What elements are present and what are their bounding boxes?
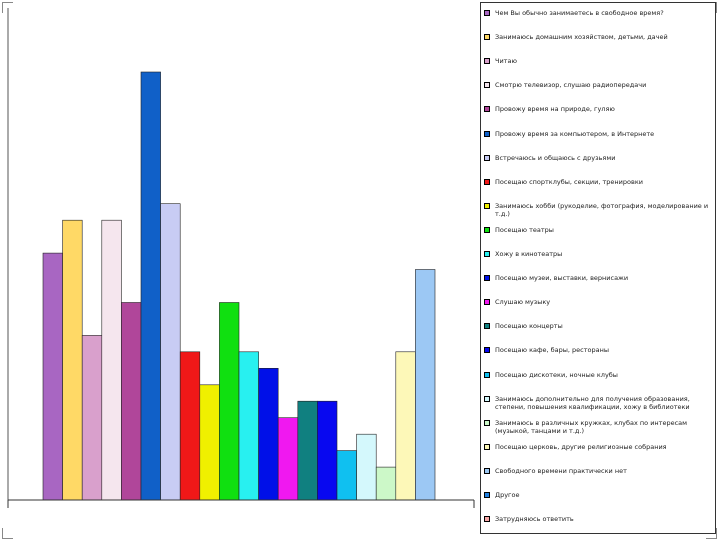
chart-legend: Чем Вы обычно занимаетесь в свободное вр… (480, 2, 716, 534)
legend-swatch (484, 299, 490, 306)
legend-swatch (484, 34, 490, 41)
legend-swatch (484, 154, 490, 161)
legend-label: Занимаюсь в различных кружках, клубах по… (495, 418, 688, 435)
legend-label: Читаю (495, 57, 517, 66)
legend-label: Слушаю музыку (495, 298, 551, 307)
legend-swatch (484, 275, 490, 282)
legend-swatch (484, 443, 490, 450)
legend-label: Провожу время на природе, гуляю (495, 105, 615, 114)
bar-11 (238, 351, 259, 501)
legend-swatch (484, 130, 490, 137)
bar-5 (121, 302, 142, 501)
legend-label: Чем Вы обычно занимаетесь в свободное вр… (495, 9, 664, 17)
legend-label: Встречаюсь и общаюсь с друзьями (495, 153, 616, 162)
bar-9 (199, 384, 220, 501)
legend-swatch (484, 492, 490, 498)
legend-swatch (484, 178, 490, 185)
legend-label: Посещаю театры (495, 225, 554, 234)
legend-swatch (484, 10, 490, 16)
bar-15 (317, 400, 338, 501)
legend-label: Затрудняюсь ответить (495, 515, 574, 524)
chart-frame-corner-top-left (2, 2, 13, 13)
legend-swatch (484, 395, 490, 402)
legend-label: Занимаюсь дополнительно для получения об… (495, 394, 690, 411)
legend-swatch (484, 58, 490, 65)
legend-label: Посещаю музеи, выставки, вернисажи (495, 274, 629, 283)
legend-label: Другое (495, 491, 520, 499)
bar-16 (336, 450, 357, 501)
bar-chart (7, 8, 475, 508)
bar-19 (395, 351, 416, 501)
legend-label: Посещаю концерты (495, 322, 563, 331)
chart-frame-corner-bottom-left (2, 528, 13, 539)
bar-10 (219, 302, 240, 501)
legend-label: Посещаю кафе, бары, рестораны (495, 346, 610, 355)
legend-swatch (484, 202, 490, 209)
bar-2 (62, 219, 83, 501)
legend-swatch (484, 371, 490, 378)
bar-12 (258, 367, 279, 501)
legend-swatch (484, 251, 490, 257)
bar-13 (277, 417, 299, 501)
legend-swatch (484, 226, 490, 233)
legend-label: Провожу время за компьютером, в Интернет… (495, 129, 655, 138)
legend-swatch (484, 106, 490, 113)
bar-14 (297, 400, 318, 501)
legend-label: Посещаю церковь, другие религиозные собр… (495, 442, 667, 451)
legend-swatch (484, 467, 490, 474)
bar-7 (160, 203, 181, 501)
bar-18 (375, 466, 397, 501)
legend-label: Посещаю дискотеки, ночные клубы (495, 370, 618, 379)
legend-swatch (484, 323, 490, 330)
bar-3 (81, 335, 103, 501)
legend-label: Свободного времени практически нет (495, 466, 627, 475)
legend-swatch (484, 516, 490, 523)
chart-frame-corner-bottom-right (706, 528, 717, 539)
legend-label: Посещаю спортклубы, секции, тренировки (495, 177, 643, 186)
bar-1 (42, 252, 63, 501)
legend-swatch (484, 347, 490, 354)
legend-label: Смотрю телевизор, слушаю радиопередачи (495, 81, 647, 90)
legend-swatch (484, 419, 490, 426)
legend-label: Занимаюсь хобби (рукоделие, фотография, … (495, 201, 709, 218)
legend-swatch (484, 82, 490, 89)
bar-8 (179, 351, 201, 501)
bar-17 (356, 433, 377, 501)
legend-label: Хожу в кинотеатры (495, 250, 563, 258)
bar-4 (101, 219, 122, 501)
bar-20 (415, 269, 436, 501)
legend-label: Занимаюсь домашним хозяйством, детьми, д… (495, 33, 668, 42)
bar-6 (140, 71, 161, 501)
